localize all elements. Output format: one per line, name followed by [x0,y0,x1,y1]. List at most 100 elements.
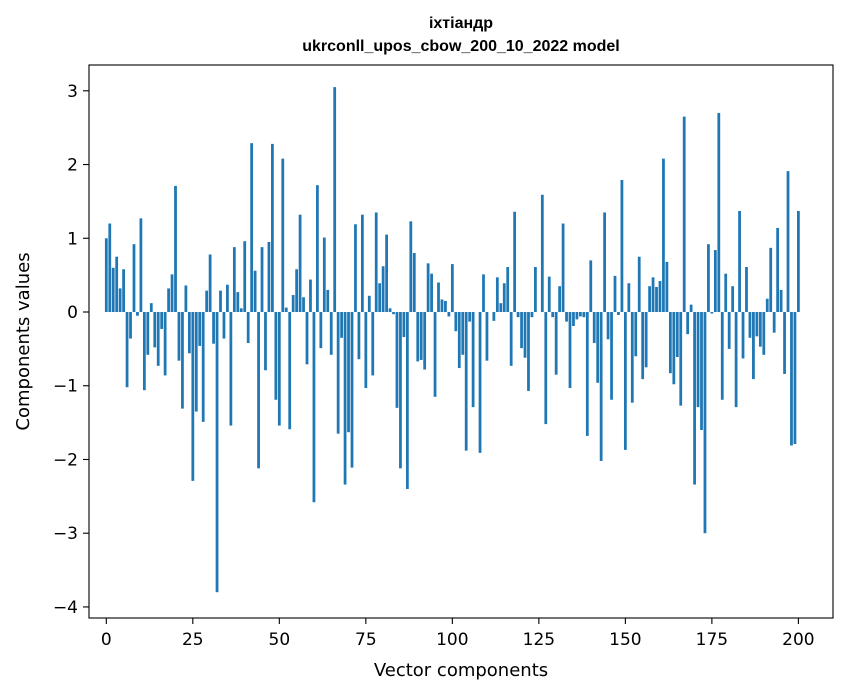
bar [461,312,465,355]
bar [264,312,267,371]
bar [208,254,212,312]
bar [399,312,402,469]
bar [499,303,503,313]
bar [492,312,496,321]
bar [374,212,378,313]
bar [326,289,330,313]
bar [132,244,136,312]
bar [765,298,769,312]
bar [596,312,600,383]
bar [322,237,326,313]
bar [416,312,420,362]
bar [482,274,485,312]
bar [478,312,482,453]
bar [534,267,537,313]
bar [582,312,586,318]
bar [769,247,773,313]
bar [752,312,755,380]
bar [547,276,551,312]
bar [232,247,236,313]
bar [229,312,233,426]
bar [520,312,523,349]
bar [146,312,150,355]
y-axis-label: Components values [13,252,34,430]
bar [239,308,243,313]
bar [527,312,530,391]
bar [142,312,146,391]
x-tick-label: 0 [101,630,112,650]
bar [668,312,672,374]
chart-title: іхтіандр [429,15,493,32]
bar [655,286,658,313]
bar [606,312,610,340]
y-tick-label: 0 [67,303,78,323]
bar [191,312,195,481]
bar [149,303,153,313]
bar [468,312,472,322]
bar [689,304,693,312]
bar [776,227,780,313]
bar [250,143,254,313]
bar [734,312,738,408]
bar [402,312,406,338]
bar [717,112,721,313]
bar [298,214,302,313]
bar [395,312,399,408]
bar [585,312,589,436]
bar [662,158,665,313]
bar [703,312,707,534]
bar [329,312,333,355]
bar [108,223,112,313]
bar [644,312,648,368]
bar [696,312,700,408]
bar [118,288,122,312]
bar [592,312,596,343]
bar [309,279,312,312]
bar [686,312,690,335]
bar [343,312,347,485]
bar [226,284,229,313]
bar [437,282,440,312]
bar [627,283,631,313]
y-tick-label: −3 [53,524,78,544]
x-tick-label: 125 [523,630,555,650]
bar [125,312,129,388]
bar [613,275,617,313]
bar [253,270,257,313]
bar [419,312,423,360]
bar [274,312,278,400]
bar [516,312,520,318]
y-tick-label: 2 [67,156,78,176]
bar [104,238,108,312]
bar [641,312,645,380]
bar [610,312,613,400]
x-axis-ticks: 0 25 50 75 100 125 150 175 200 [101,618,815,650]
bar [651,277,655,312]
bar [513,211,517,313]
bar [430,273,433,313]
bar [205,290,209,312]
bar [779,289,783,313]
y-tick-label: 3 [67,82,78,102]
bar [129,312,132,339]
bar [423,312,427,370]
y-tick-label: −2 [53,450,78,470]
bar [713,250,717,313]
bar [762,312,766,355]
bar [388,308,392,313]
bar [181,312,184,409]
bar [506,267,510,313]
bar [558,286,562,313]
bar [630,312,634,403]
bar [156,312,160,366]
bar [163,312,167,376]
bar [184,285,188,312]
bar [648,286,651,313]
bar [360,214,364,313]
bar [409,221,413,312]
bar [485,312,489,361]
bar [679,312,683,406]
y-tick-label: 1 [67,229,78,249]
bar [385,234,388,313]
